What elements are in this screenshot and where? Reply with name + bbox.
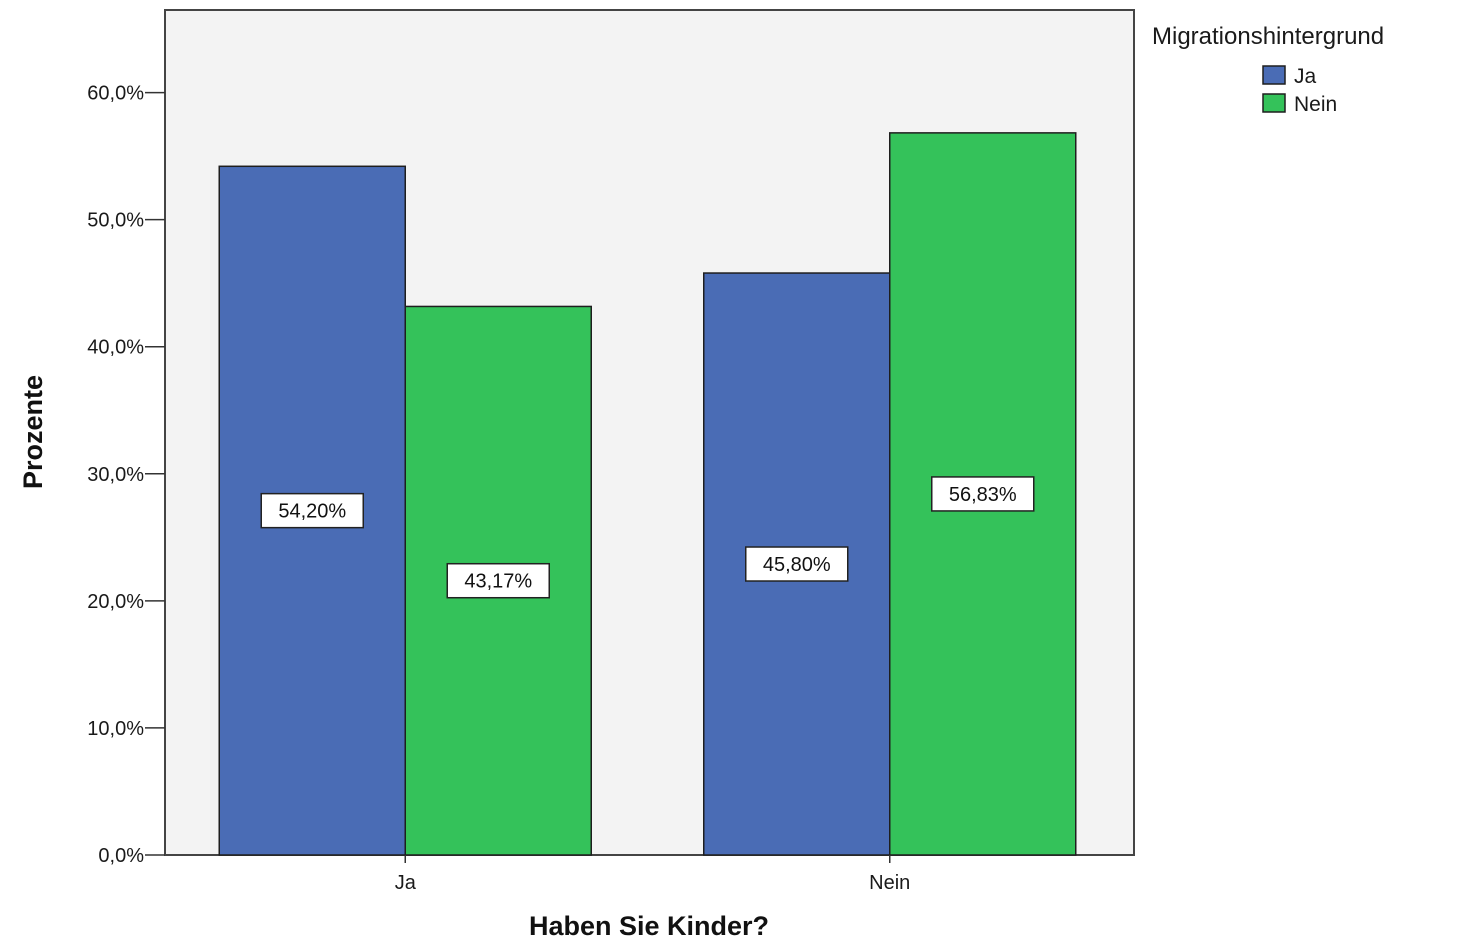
legend-label: Nein xyxy=(1294,93,1337,116)
data-label: 43,17% xyxy=(464,571,532,593)
y-tick-label: 60,0% xyxy=(87,83,144,105)
x-axis-title: Haben Sie Kinder? xyxy=(529,911,769,940)
data-label: 54,20% xyxy=(278,501,346,523)
legend-swatch xyxy=(1263,66,1285,84)
x-axis: Ja Nein xyxy=(395,855,911,894)
y-tick-label: 30,0% xyxy=(87,464,144,486)
legend: Migrationshintergrund Ja Nein xyxy=(1152,23,1384,116)
y-axis-title: Prozente xyxy=(18,375,48,489)
y-tick-label: 50,0% xyxy=(87,210,144,232)
legend-title: Migrationshintergrund xyxy=(1152,23,1384,50)
y-tick-label: 10,0% xyxy=(87,718,144,740)
legend-label: Ja xyxy=(1294,65,1317,88)
y-axis: 0,0% 10,0% 20,0% 30,0% 40,0% 50,0% 60,0% xyxy=(87,83,165,867)
x-tick-label: Ja xyxy=(395,872,417,894)
y-tick-label: 0,0% xyxy=(98,845,144,867)
x-tick-label: Nein xyxy=(869,872,910,894)
data-label: 45,80% xyxy=(763,554,831,576)
legend-swatch xyxy=(1263,94,1285,112)
y-tick-label: 40,0% xyxy=(87,337,144,359)
data-label: 56,83% xyxy=(949,484,1017,506)
y-tick-label: 20,0% xyxy=(87,591,144,613)
